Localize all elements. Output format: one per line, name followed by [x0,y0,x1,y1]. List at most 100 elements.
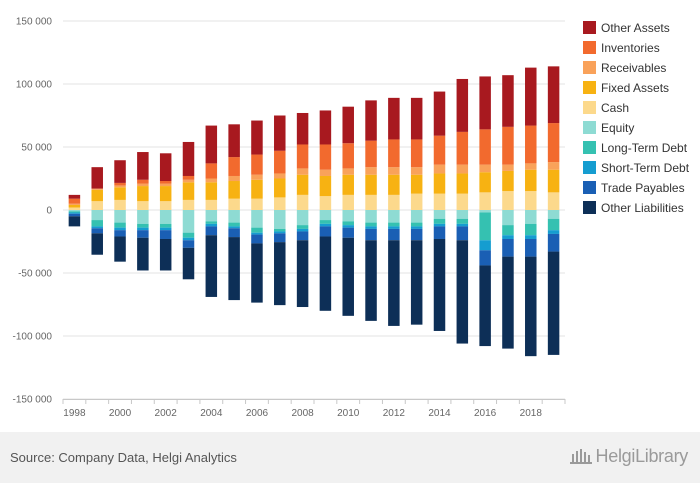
bar-equity-1999 [91,210,103,221]
bar-short-term-debt-2008 [296,228,309,232]
bar-other-liabilities-2006 [251,243,263,303]
bar-short-term-debt-2014 [433,223,446,227]
legend-label: Cash [601,101,629,115]
bar-long-term-debt-2017 [502,225,514,236]
legend: Other Assets Inventories Receivables Fixed … [583,21,690,215]
legend-swatch [583,121,596,134]
bar-equity-2009 [319,210,332,221]
bar-other-assets-2005 [228,124,240,158]
bar-short-term-debt-2006 [251,232,263,235]
bar-trade-payables-2016 [479,250,491,266]
bar-long-term-debt-2001 [137,223,149,228]
bar-inventories-2007 [274,150,286,174]
bar-trade-payables-2000 [114,230,126,237]
bar-receivables-2005 [228,175,240,182]
bar-cash-2011 [365,194,377,210]
legend-item[interactable]: Other Assets [583,21,670,35]
legend-item[interactable]: Inventories [583,41,660,55]
bar-cash-1999 [91,201,103,210]
bar-short-term-debt-2016 [479,240,491,251]
bar-other-assets-2016 [479,76,491,130]
bar-inventories-2019 [547,123,560,163]
bar-other-assets-2015 [456,78,469,132]
bar-short-term-debt-2012 [388,226,400,229]
bar-cash-2006 [251,198,263,210]
bar-other-assets-2002 [159,153,172,182]
legend-item[interactable]: Cash [583,101,629,115]
legend-item[interactable]: Receivables [583,61,666,75]
bar-equity-2000 [114,210,126,223]
bar-stack-2017 [502,75,514,349]
bar-equity-2002 [159,210,172,224]
brand-logo[interactable]: HelgiLibrary [569,446,689,467]
y-tick-label: -100 000 [13,332,53,343]
bar-receivables-2008 [296,168,309,175]
bar-fixed-assets-2011 [365,174,377,195]
bar-inventories-2005 [228,157,240,176]
bar-stack-2004 [205,125,218,297]
bar-fixed-assets-2002 [159,186,172,202]
legend-item[interactable]: Equity [583,121,634,135]
bar-fixed-assets-2000 [114,187,126,200]
bar-stack-2010 [342,106,354,316]
x-tick-label: 2018 [520,408,543,419]
legend-swatch [583,61,596,74]
bar-cash-2004 [205,199,218,210]
bar-receivables-2006 [251,174,263,180]
legend-item[interactable]: Long-Term Debt [583,141,688,155]
y-tick-label: 150 000 [16,17,53,28]
bar-other-assets-1998 [68,194,81,199]
bar-long-term-debt-2013 [410,222,423,227]
bar-cash-2018 [525,191,537,210]
legend-label: Short-Term Debt [601,161,690,175]
bar-short-term-debt-1999 [91,226,103,229]
bar-trade-payables-2018 [525,238,537,257]
legend-item[interactable]: Fixed Assets [583,81,669,95]
bar-cash-2003 [182,199,195,210]
bar-long-term-debt-1998 [68,211,81,213]
bar-trade-payables-2015 [456,226,469,241]
legend-item[interactable]: Other Liabilities [583,201,684,215]
bar-long-term-debt-2008 [296,225,309,229]
bar-receivables-2010 [342,168,354,175]
legend-swatch [583,141,596,154]
bar-stack-2013 [410,97,423,325]
bar-stack-2001 [137,152,149,271]
bar-other-assets-2009 [319,110,332,145]
bar-short-term-debt-2011 [365,226,377,229]
legend-label: Other Assets [601,21,670,35]
bar-cash-2002 [159,201,172,210]
bar-fixed-assets-2014 [433,173,446,194]
bar-other-liabilities-2004 [205,235,218,297]
bar-cash-2016 [479,192,491,210]
bar-inventories-2001 [137,179,149,184]
bar-short-term-debt-2015 [456,223,469,227]
bar-inventories-2004 [205,163,218,179]
bar-fixed-assets-2003 [182,182,195,200]
bar-inventories-2018 [525,125,537,164]
legend-item[interactable]: Trade Payables [583,181,685,195]
bar-other-liabilities-2007 [274,242,286,306]
bar-stack-2011 [365,100,377,321]
bar-cash-2010 [342,194,354,210]
bar-stack-2014 [433,91,446,331]
bar-inventories-2008 [296,144,309,169]
x-tick-label: 2010 [337,408,360,419]
bar-inventories-2002 [159,181,172,184]
legend-swatch [583,201,596,214]
legend-item[interactable]: Short-Term Debt [583,161,690,175]
bar-fixed-assets-2013 [410,174,423,194]
bar-inventories-2017 [502,126,514,165]
brand-name: HelgiLibrary [595,446,689,466]
bar-equity-2014 [433,210,446,219]
bar-trade-payables-2014 [433,226,446,239]
bar-fixed-assets-1998 [68,204,81,208]
bar-other-liabilities-2008 [296,240,309,308]
bar-receivables-2009 [319,169,332,176]
bar-other-liabilities-2000 [114,236,126,262]
bar-cash-2012 [388,194,400,210]
bar-fixed-assets-2004 [205,182,218,200]
bar-inventories-2016 [479,129,491,165]
legend-swatch [583,161,596,174]
y-tick-label: 100 000 [16,80,53,91]
